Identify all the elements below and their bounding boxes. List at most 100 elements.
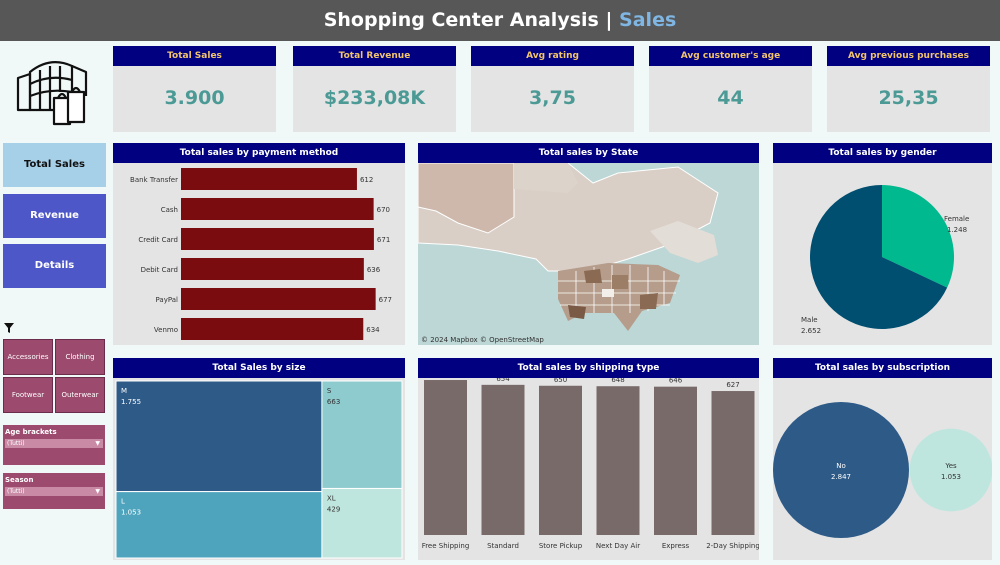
size-value-label: 1.755 [121, 398, 141, 406]
dashboard-subtitle: Sales [619, 9, 677, 31]
panel-title: Total sales by gender [773, 143, 992, 163]
shipping-value-label: 648 [611, 378, 624, 384]
category-footwear-button[interactable]: Footwear [3, 377, 53, 413]
chevron-down-icon: ▼ [95, 488, 100, 495]
shipping-category-label: Free Shipping [422, 542, 470, 550]
payment-value-label: 612 [360, 176, 373, 184]
shipping-category-label: Store Pickup [539, 542, 583, 550]
kpi-value: 3,75 [529, 87, 576, 109]
kpi-label: Avg customer's age [649, 46, 812, 66]
kpi-total-revenue: Total Revenue $233,08K [293, 46, 456, 132]
payment-category-label: Bank Transfer [130, 176, 178, 184]
shipping-category-label: Standard [487, 542, 519, 550]
shipping-value-label: 646 [669, 378, 683, 385]
map-attribution: © 2024 Mapbox © OpenStreetMap [421, 336, 544, 344]
subscription-value-label: 1.053 [941, 473, 961, 481]
payment-category-label: Cash [161, 206, 178, 214]
kpi-avg-rating: Avg rating 3,75 [471, 46, 634, 132]
kpi-total-sales: Total Sales 3.900 [113, 46, 276, 132]
kpi-value: $233,08K [323, 87, 426, 109]
payment-category-label: Credit Card [138, 236, 178, 244]
us-states-map[interactable]: © 2024 Mapbox © OpenStreetMap [417, 162, 759, 345]
panel-title: Total sales by State [418, 143, 759, 163]
size-treemap-cell [115, 491, 323, 559]
kpi-value: 3.900 [164, 87, 225, 109]
shipping-category-label: Express [662, 542, 690, 550]
size-treemap-chart: M 1.755 S 663 L 1.053 XL 429 [115, 380, 403, 559]
shipping-bar [424, 380, 467, 535]
size-category-label: S [327, 387, 332, 395]
payment-value-label: 671 [377, 236, 390, 244]
payment-value-label: 634 [366, 326, 380, 334]
payment-bar [181, 258, 364, 280]
size-value-label: 429 [327, 505, 340, 513]
subscription-value-label: 2.847 [831, 473, 851, 481]
panel-title: Total sales by subscription [773, 358, 992, 378]
season-dropdown[interactable]: (Tutti) ▼ [3, 486, 105, 497]
panel-payment-method: Total sales by payment method Bank Trans… [113, 143, 405, 345]
shipping-bar [481, 384, 525, 535]
payment-bar [181, 198, 374, 220]
shipping-category-label: Next Day Air [596, 542, 640, 550]
season-label: Season [3, 475, 105, 485]
category-clothing-button[interactable]: Clothing [55, 339, 105, 375]
dashboard-title-bar: Shopping Center Analysis | Sales [0, 0, 1000, 41]
panel-shipping: Total sales by shipping type 675Free Shi… [418, 358, 760, 560]
size-category-label: M [121, 387, 127, 395]
shipping-bar [596, 386, 640, 535]
kpi-value: 44 [717, 87, 744, 109]
gender-slice [810, 185, 948, 329]
gender-pie-chart: Female 1.248 Male 2.652 [801, 185, 969, 335]
size-treemap-cell [115, 380, 323, 493]
size-category-label: XL [327, 494, 336, 502]
shipping-bar [654, 386, 697, 535]
chevron-down-icon: ▼ [95, 440, 100, 447]
panel-title: Total sales by payment method [113, 143, 405, 163]
panel-subscription: Total sales by subscription No 2.847 Yes 1.… [773, 358, 993, 560]
subscription-bubble-chart: No 2.847 Yes 1.053 [773, 402, 993, 538]
payment-bar [181, 318, 364, 340]
payment-bar [181, 168, 357, 190]
panel-title: Total sales by shipping type [418, 358, 759, 378]
gender-value-male: 2.652 [801, 327, 821, 335]
subscription-bubble [773, 402, 909, 538]
payment-value-label: 677 [379, 296, 392, 304]
kpi-label: Avg previous purchases [827, 46, 990, 66]
payment-bar [181, 228, 374, 250]
age-brackets-label: Age brackets [3, 427, 105, 437]
shipping-value-label: 650 [554, 378, 567, 384]
size-treemap-cell [321, 487, 403, 559]
subscription-bubble [909, 428, 993, 512]
shipping-category-label: 2-Day Shipping [706, 542, 759, 550]
kpi-label: Total Sales [113, 46, 276, 66]
panel-state-map: Total sales by State © 2024 Mapbox © Ope… [417, 143, 759, 345]
shipping-value-label: 654 [496, 378, 510, 383]
category-accessories-button[interactable]: Accessories [3, 339, 53, 375]
subscription-category-label: No [836, 462, 846, 470]
size-treemap-cell [321, 380, 403, 489]
nav-revenue-button[interactable]: Revenue [3, 194, 106, 238]
gender-label-female: Female [944, 215, 969, 223]
dashboard-title: Shopping Center Analysis [323, 9, 599, 31]
gender-value-female: 1.248 [947, 226, 967, 234]
payment-category-label: Venmo [154, 326, 178, 334]
size-value-label: 1.053 [121, 509, 141, 517]
nav-total-sales-button[interactable]: Total Sales [3, 143, 106, 187]
panel-gender: Total sales by gender Female 1.248 Male 2.6… [773, 143, 992, 345]
shopping-center-logo-icon [16, 61, 88, 126]
age-brackets-dropdown[interactable]: (Tutti) ▼ [3, 438, 105, 449]
age-brackets-value: (Tutti) [7, 440, 25, 447]
payment-category-label: PayPal [156, 296, 179, 304]
kpi-avg-previous-purchases: Avg previous purchases 25,35 [827, 46, 990, 132]
filter-icon [4, 323, 14, 333]
kpi-value: 25,35 [878, 87, 939, 109]
kpi-avg-customer-age: Avg customer's age 44 [649, 46, 812, 132]
kpi-label: Total Revenue [293, 46, 456, 66]
payment-method-chart: Bank Transfer 612 Cash 670 Credit Card 671 Deb… [130, 168, 392, 340]
panel-title: Total Sales by size [113, 358, 405, 378]
category-outerwear-button[interactable]: Outerwear [55, 377, 105, 413]
kpi-label: Avg rating [471, 46, 634, 66]
shipping-bar [539, 385, 582, 535]
gender-label-male: Male [801, 316, 818, 324]
nav-details-button[interactable]: Details [3, 244, 106, 288]
